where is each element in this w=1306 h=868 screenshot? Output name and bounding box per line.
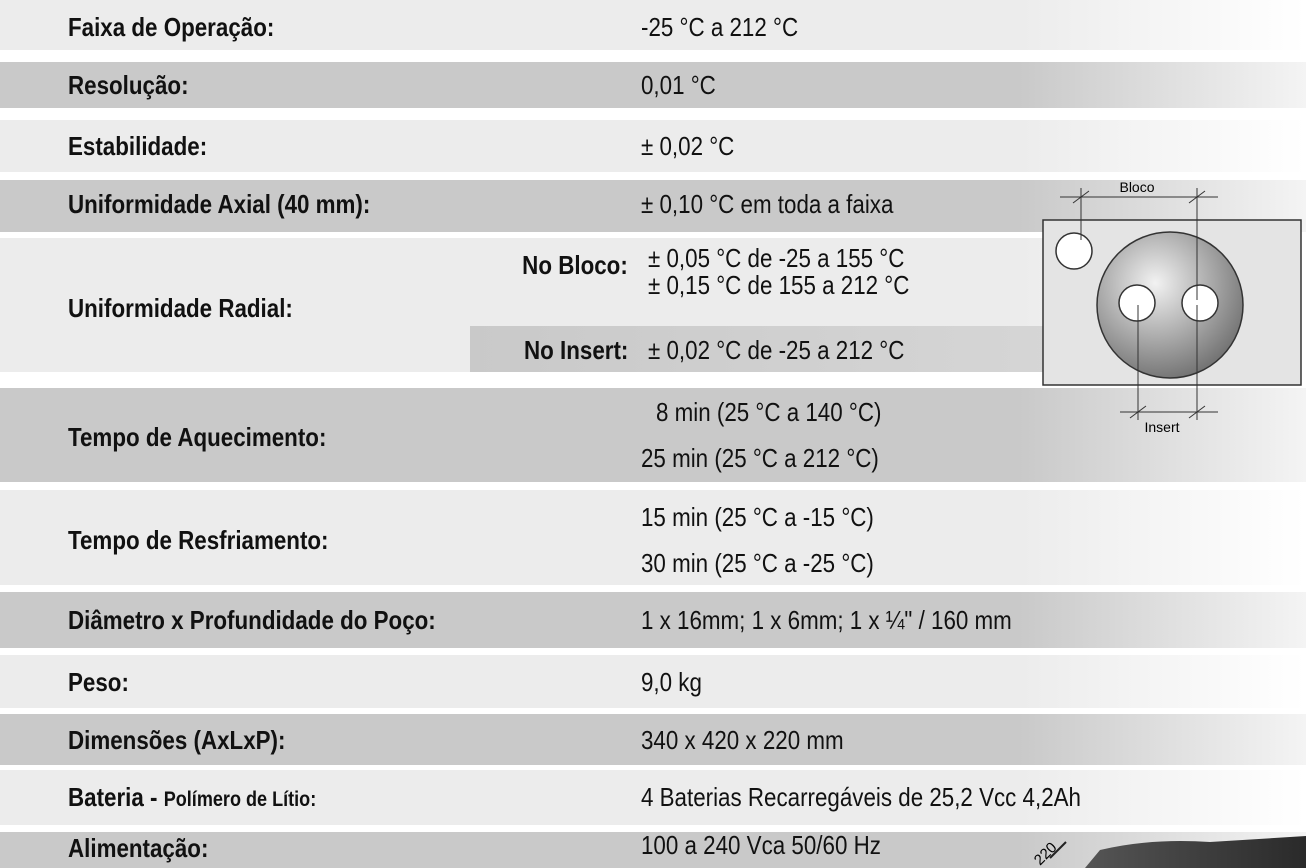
spec-sheet: Faixa de Operação: Resolução: Estabilida…	[0, 0, 1306, 868]
device-photo	[1085, 836, 1306, 868]
diagram-label: Insert	[1144, 419, 1179, 435]
well-diagram: Bloco Insert 220	[0, 0, 1306, 868]
well-hole	[1056, 233, 1092, 269]
diagram-label: Bloco	[1119, 179, 1154, 195]
well-hole	[1182, 285, 1218, 321]
device-label: 220	[1031, 839, 1061, 868]
well-hole	[1119, 285, 1155, 321]
